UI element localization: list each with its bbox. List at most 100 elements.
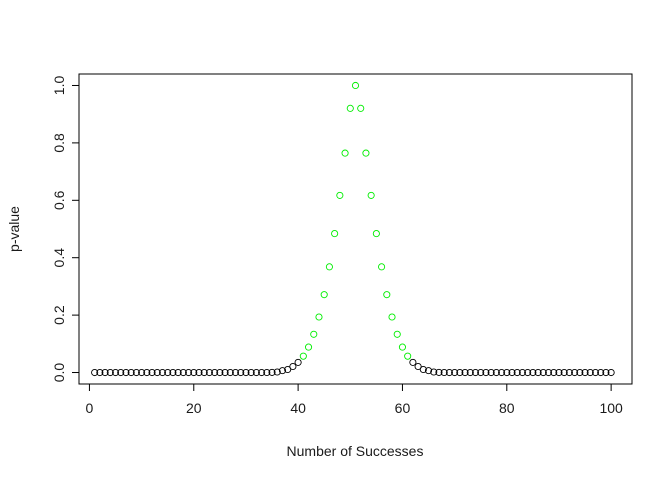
data-point [388,313,396,321]
data-point [357,104,365,112]
data-point [362,149,370,157]
x-tick-label: 0 [86,400,94,416]
data-point [117,368,125,377]
data-point [226,368,234,377]
data-point [586,368,594,377]
data-point [565,368,573,377]
data-point [106,368,114,377]
x-tick-label: 60 [395,400,411,416]
data-point [179,368,187,377]
data-point [576,368,584,377]
data-point [383,291,391,299]
data-point [477,368,485,377]
x-tick-label: 20 [186,400,202,416]
data-point [185,368,193,377]
data-point [195,368,203,377]
data-point [169,368,177,377]
data-point [143,368,151,377]
data-point [461,368,469,377]
data-point [242,368,250,377]
data-point [315,313,323,321]
data-point [404,352,412,360]
data-point [445,368,453,377]
data-point [252,368,260,377]
data-point [148,368,156,377]
data-point [221,368,229,377]
data-point [336,191,344,199]
data-point [331,230,339,238]
data-point [284,365,292,374]
data-point [518,368,526,377]
data-point [367,191,375,199]
data-point [555,368,563,377]
data-point [398,343,407,351]
data-point [200,368,208,377]
data-point [341,149,349,157]
data-point [539,368,547,377]
data-point [440,368,448,377]
data-point [487,368,495,377]
y-tick-label: 0.0 [51,363,67,383]
data-point [216,368,224,377]
data-point [471,368,480,377]
data-point [190,368,198,377]
data-point [513,368,521,377]
data-point [602,368,610,377]
data-point [268,368,276,376]
data-point [304,343,313,351]
data-point [158,368,167,377]
data-point [430,368,438,376]
data-point [607,368,615,377]
data-point [482,368,490,377]
data-point [435,368,443,376]
y-tick-label: 1.0 [51,76,67,96]
y-tick-label: 0.8 [51,133,67,153]
data-point [273,368,281,376]
data-point [122,368,130,377]
data-point [503,368,511,377]
data-point [96,368,104,377]
data-point [550,368,558,377]
x-tick-label: 80 [499,400,515,416]
x-tick-label: 100 [599,400,623,416]
y-tick-label: 0.4 [51,248,67,268]
data-point [597,368,605,377]
data-point [560,368,568,377]
data-points [91,81,615,377]
data-point [451,368,459,377]
data-point [247,368,255,377]
data-point [91,368,99,377]
data-point [174,368,182,377]
data-point [571,368,579,377]
data-point [320,291,328,299]
y-tick-label: 0.6 [51,190,67,210]
data-point [393,330,401,338]
data-point [529,368,537,377]
y-tick-label: 0.2 [51,305,67,325]
data-point [258,368,266,377]
data-point [263,368,271,377]
data-point [346,104,354,112]
data-point [111,368,120,377]
x-axis-label: Number of Successes [287,443,424,459]
data-point [492,368,500,377]
data-point [456,368,464,377]
plot-frame [78,73,633,385]
data-point [351,81,360,90]
data-point [294,358,302,366]
data-point [127,368,135,377]
data-point [325,263,333,271]
data-point [153,368,161,377]
data-point [414,362,422,371]
data-point [544,368,553,377]
data-point [534,368,542,377]
data-point [424,367,433,375]
data-point [372,230,380,238]
x-tick-label: 40 [290,400,306,416]
data-point [278,367,287,375]
data-point [498,368,506,377]
data-point [524,368,532,377]
y-axis-label: p-value [6,206,22,252]
data-point [289,362,297,371]
